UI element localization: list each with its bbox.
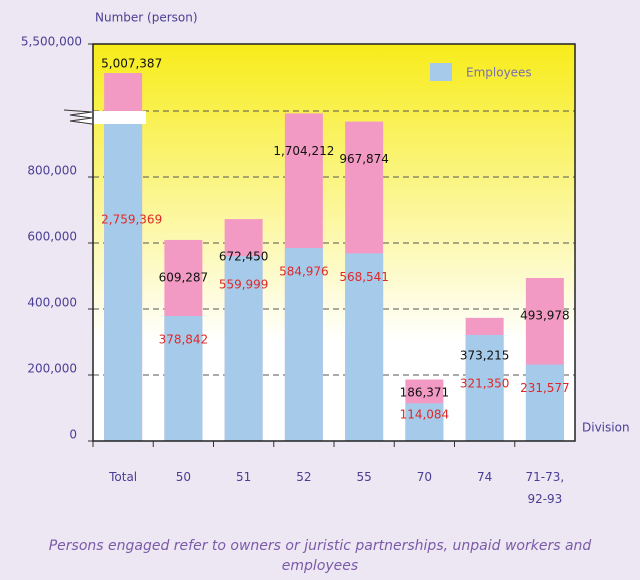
employees-label: 231,577 (520, 381, 570, 395)
y-tick-label: 200,000 (27, 362, 77, 376)
employees-bar (405, 403, 444, 441)
y-tick-label: 600,000 (27, 230, 77, 244)
axis-break (80, 111, 146, 124)
employees-label: 559,999 (219, 278, 269, 292)
axis-break-zigzag (63, 109, 93, 125)
y-tick-label: 5,500,000 (21, 35, 82, 49)
x-tick-label: 70 (416, 470, 433, 484)
plot-border (92, 43, 576, 442)
employees-bar (345, 253, 384, 441)
employees-bar (525, 364, 564, 441)
total-label: 1,704,212 (273, 144, 334, 158)
x-tick-label: 55 (356, 470, 372, 484)
legend-swatch (430, 63, 452, 81)
employees-bar (465, 334, 504, 441)
employees-label: 321,350 (460, 376, 510, 390)
x-axis-label: Division (582, 421, 630, 435)
x-tick-label: 74 (476, 470, 493, 484)
y-tick-label: 0 (69, 428, 77, 442)
y-tick-label: 400,000 (27, 296, 77, 310)
total-label: 493,978 (520, 308, 570, 322)
x-tick-label: 52 (296, 470, 312, 484)
total-label: 5,007,387 (101, 57, 162, 71)
x-tick-label: 51 (235, 470, 252, 484)
employees-label: 378,842 (159, 332, 209, 346)
total-label: 373,215 (460, 348, 510, 362)
employees-label: 584,976 (279, 264, 329, 278)
x-tick-label: Total (109, 470, 138, 484)
x-tick-label: 50 (175, 470, 192, 484)
employees-label: 568,541 (339, 270, 389, 284)
x-tick-label: 71-73, 92-93 (525, 470, 565, 506)
employees-bar (224, 256, 263, 441)
total-label: 967,874 (339, 152, 389, 166)
total-label: 186,371 (400, 386, 450, 400)
total-label: 609,287 (159, 270, 209, 284)
total-label: 672,450 (219, 250, 269, 264)
employees-label: 2,759,369 (101, 213, 162, 227)
employees-bar (104, 118, 143, 442)
employees-label: 114,084 (400, 408, 450, 422)
employees-bar (164, 315, 203, 441)
y-axis-label: Number (person) (95, 11, 198, 25)
employees-bar (284, 247, 323, 441)
footnote: Persons engaged refer to owners or juris… (48, 538, 592, 574)
y-tick-label: 800,000 (27, 164, 77, 178)
legend-label: Employees (466, 66, 532, 80)
